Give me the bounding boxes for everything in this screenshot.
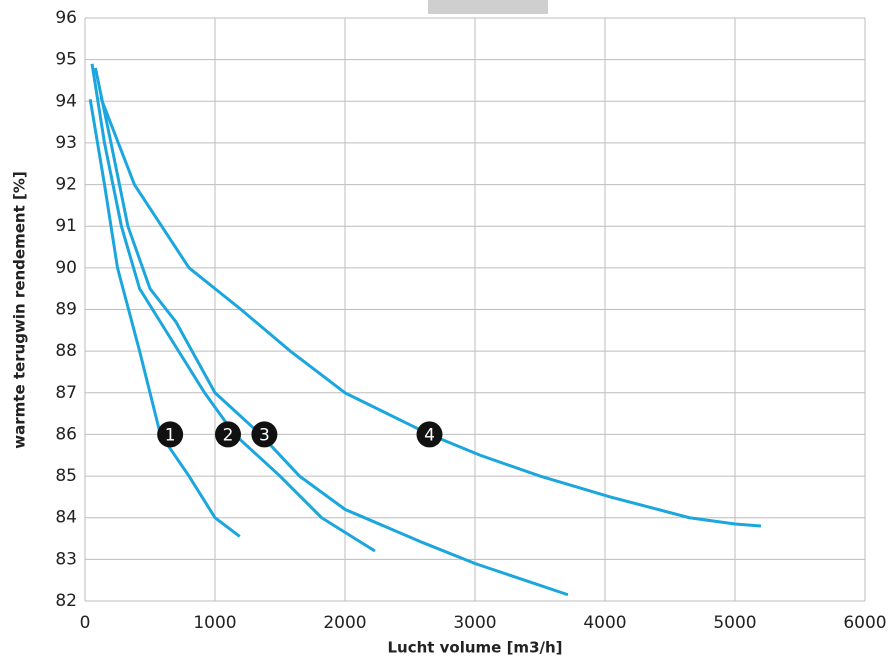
y-tick-label: 94 — [55, 91, 77, 111]
x-tick-label: 3000 — [453, 613, 496, 633]
series-line — [90, 63, 376, 553]
x-axis-title: Lucht volume [m3/h] — [387, 639, 562, 657]
y-tick-label: 82 — [55, 591, 77, 611]
annotation-marker — [215, 421, 241, 448]
y-tick-label: 85 — [55, 466, 77, 486]
y-tick-label: 95 — [55, 50, 77, 70]
y-tick-label: 88 — [55, 341, 77, 361]
annotation-label: 2 — [223, 425, 234, 445]
series-line — [99, 96, 762, 528]
y-tick-label: 92 — [55, 175, 77, 195]
series-line — [93, 67, 569, 597]
series-line — [88, 98, 241, 538]
y-tick-label: 84 — [55, 508, 77, 528]
y-tick-label: 86 — [55, 424, 77, 444]
y-tick-label: 83 — [55, 549, 77, 569]
annotation-marker — [251, 421, 278, 448]
y-tick-label: 89 — [55, 300, 77, 320]
x-tick-label: 2000 — [323, 613, 366, 633]
x-tick-label: 4000 — [583, 613, 626, 633]
annotation-marker — [157, 421, 184, 448]
x-tick-label: 0 — [80, 613, 91, 633]
x-tick-label: 5000 — [713, 613, 756, 633]
y-tick-label: 96 — [55, 8, 77, 28]
y-tick-label: 93 — [55, 133, 77, 153]
x-tick-label: 1000 — [193, 613, 236, 633]
y-axis-title: warmte terugwin rendement [%] — [11, 171, 29, 448]
y-tick-label: 87 — [55, 383, 77, 403]
annotation-label: 1 — [165, 425, 176, 445]
device-image — [428, 0, 548, 14]
annotation-label: 4 — [424, 425, 435, 445]
y-tick-label: 91 — [55, 216, 77, 236]
y-tick-label: 90 — [55, 258, 77, 278]
annotation-marker — [416, 421, 443, 448]
annotation-label: 3 — [259, 425, 270, 445]
x-tick-label: 6000 — [843, 613, 886, 633]
